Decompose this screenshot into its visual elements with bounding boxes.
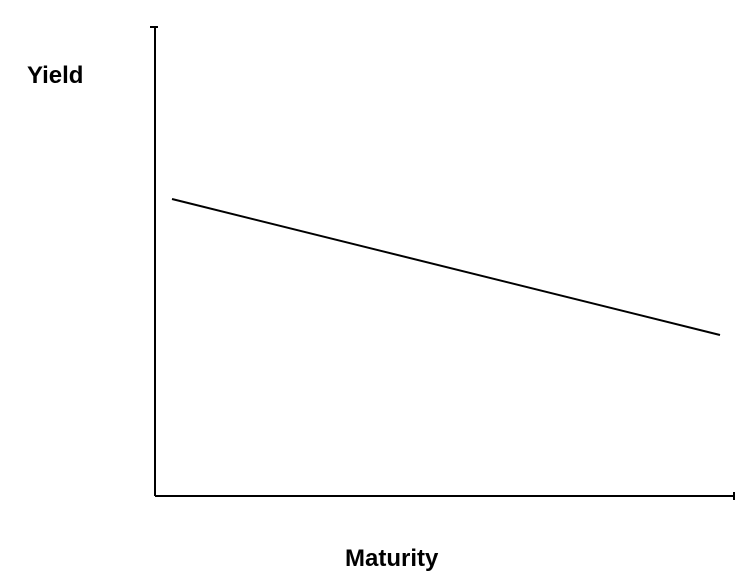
chart-svg (0, 0, 750, 579)
x-axis-label: Maturity (345, 545, 438, 573)
y-axis-label: Yield (27, 62, 83, 90)
yield-curve-line (172, 199, 720, 335)
yield-curve-chart: Yield Maturity (0, 0, 750, 579)
